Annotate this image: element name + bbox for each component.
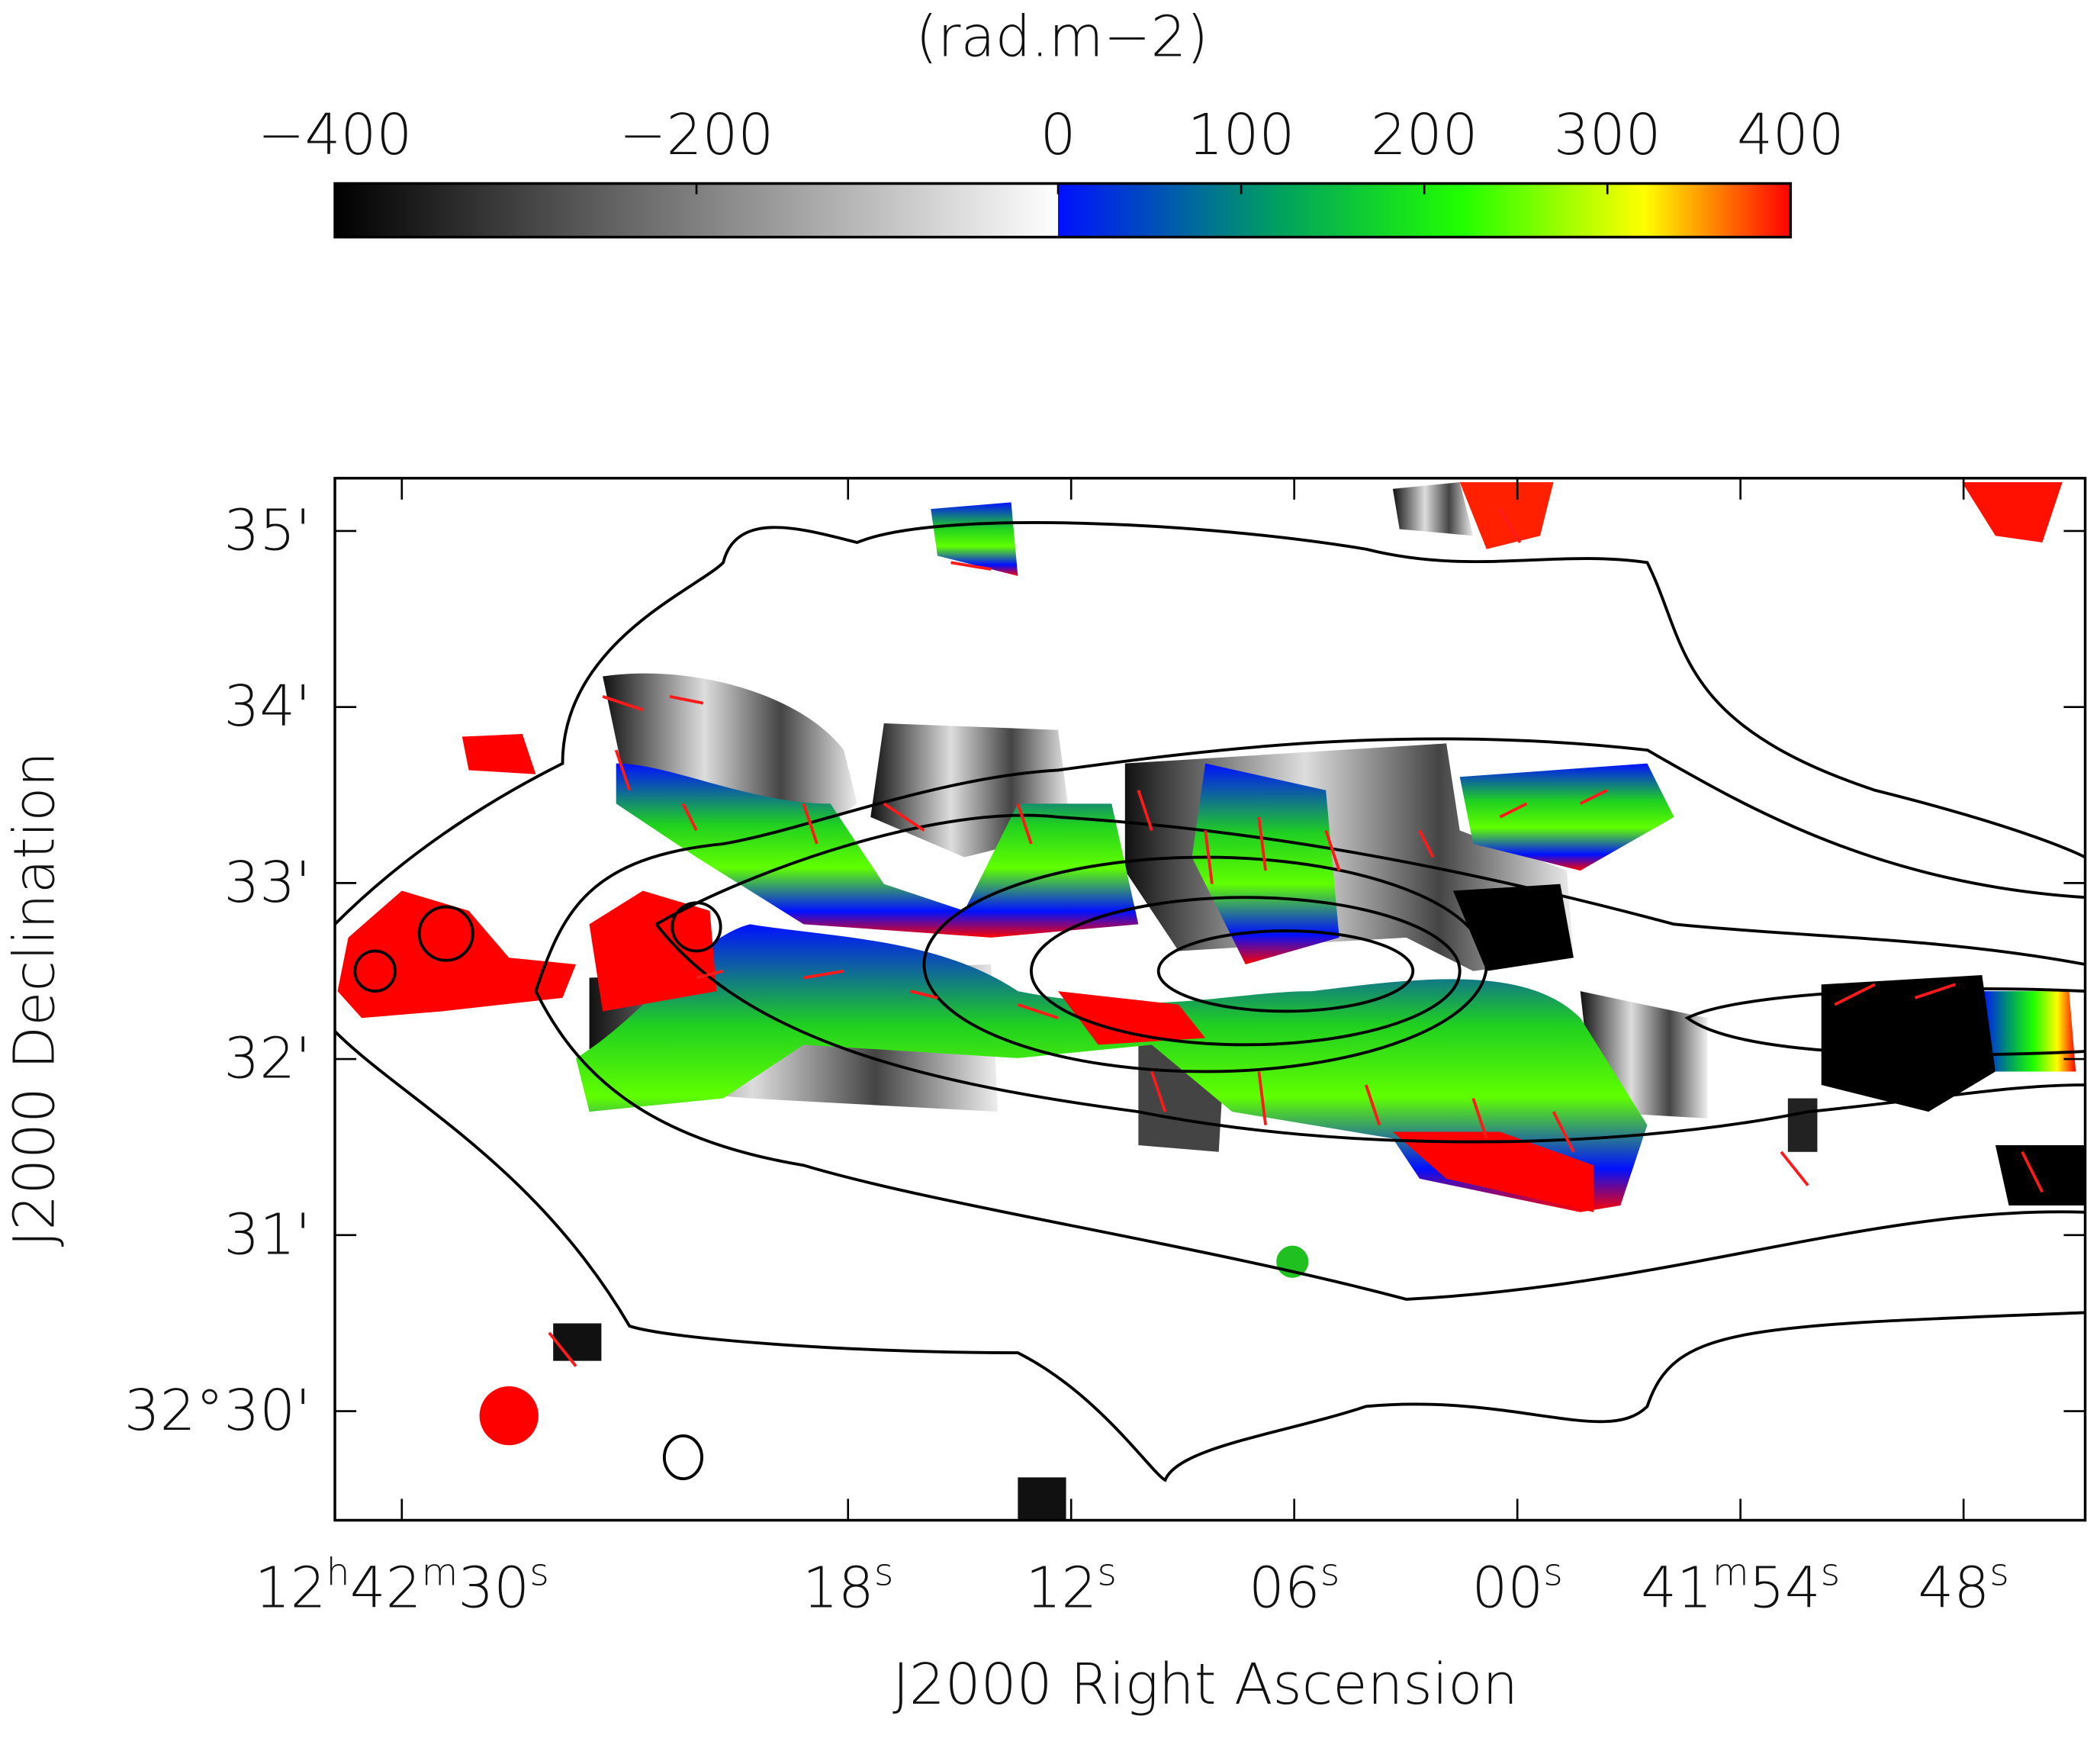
x-tick-label: 12s <box>1026 1550 1117 1621</box>
contour <box>534 737 2086 992</box>
contour <box>662 1434 703 1481</box>
rm-region <box>337 890 577 1019</box>
y-tick-label: 34' <box>224 674 310 739</box>
colorbar-tick-label: 100 <box>1188 103 1295 168</box>
y-axis-label: J2000 Declination <box>2 752 67 1247</box>
x-tick-label: 00s <box>1471 1550 1562 1621</box>
rm-region <box>1995 1145 2086 1205</box>
rm-region <box>1459 482 1554 549</box>
colorbar-label: (rad.m−2) <box>915 5 1208 70</box>
y-tick-label: 31' <box>224 1202 310 1267</box>
y-tick-label: 32' <box>224 1027 310 1092</box>
rm-region <box>1018 1477 1066 1521</box>
y-tick-label: 32°30' <box>124 1379 311 1444</box>
rm-region <box>1392 482 1474 536</box>
rm-region <box>1982 991 2076 1072</box>
colorbar-frame <box>333 182 1793 239</box>
contour <box>335 1030 2086 1482</box>
contour <box>654 923 2086 1144</box>
rm-region <box>1962 482 2063 542</box>
rm-region <box>931 502 1018 576</box>
plot-frame <box>333 476 2087 1522</box>
colorbar-tick-label: 200 <box>1371 103 1478 168</box>
contour <box>655 813 2086 966</box>
x-tick-label: 48s <box>1918 1550 2008 1621</box>
beam <box>479 1386 539 1446</box>
rm-region <box>576 924 1648 1212</box>
y-tick-label: 35' <box>224 499 310 564</box>
contour <box>417 905 474 962</box>
contour <box>1156 929 1415 1013</box>
contour <box>335 521 2086 925</box>
x-tick-label: 41m54s <box>1641 1550 1840 1621</box>
rm-region <box>461 734 536 774</box>
contour <box>671 901 722 953</box>
x-tick-label: 06s <box>1249 1550 1339 1621</box>
rm-region <box>1058 991 1206 1045</box>
x-tick-label: 12h42m30s <box>255 1550 549 1621</box>
colorbar-tick-label: −200 <box>619 103 773 168</box>
contour <box>353 949 397 993</box>
rm-region <box>553 1323 602 1361</box>
rm-region <box>1392 1131 1594 1212</box>
colorbar-tick-label: 0 <box>1040 103 1076 168</box>
x-tick-label: 18s <box>802 1550 893 1621</box>
colorbar-tick-label: 400 <box>1737 103 1844 168</box>
colorbar-tick-label: 300 <box>1554 103 1661 168</box>
x-axis-label: J2000 Right Ascension <box>892 1653 1518 1717</box>
colorbar <box>333 182 1793 239</box>
rm-region <box>1459 763 1674 871</box>
colorbar-tick-label: −400 <box>258 103 412 168</box>
rm-region <box>589 890 717 1012</box>
contour <box>922 855 1488 1073</box>
rm-region <box>1821 975 1995 1112</box>
contour <box>1029 896 1462 1047</box>
y-tick-label: 33' <box>224 851 310 916</box>
rm-region <box>1787 1098 1818 1152</box>
rm-region <box>616 763 1139 938</box>
vectors <box>548 508 2044 1367</box>
map-image <box>335 482 2086 1521</box>
contour <box>534 990 2086 1301</box>
